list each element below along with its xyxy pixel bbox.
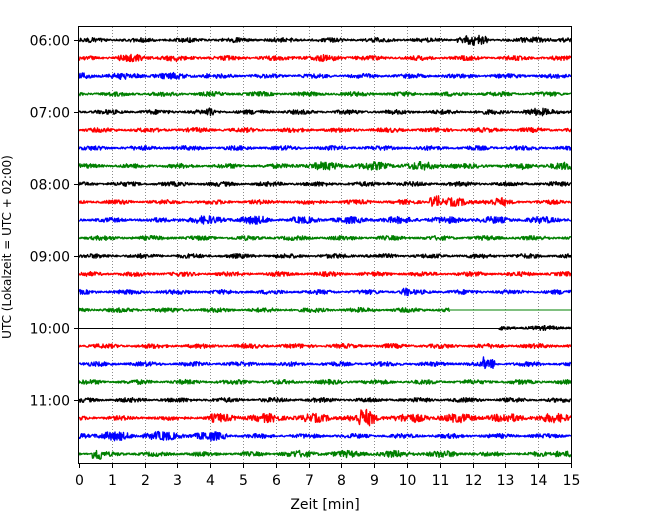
trace-row-1030 [78, 356, 572, 370]
x-tick-label: 8 [337, 473, 346, 489]
trace-row-0915 [78, 271, 572, 277]
x-tick-label: 0 [75, 473, 84, 489]
trace-row-0815 [78, 195, 572, 207]
trace-row-0945 [78, 306, 451, 313]
y-tick-label: 10:00 [30, 322, 70, 338]
seismic-traces [78, 34, 572, 460]
x-tick-label: 9 [370, 473, 379, 489]
y-tick-label: 06:00 [30, 34, 70, 50]
trace-row-0715 [78, 126, 572, 134]
trace-row-1100 [78, 397, 572, 403]
y-tick-label: 07:00 [30, 106, 70, 122]
y-tick-label: 11:00 [30, 394, 70, 410]
x-tick-label: 12 [465, 473, 483, 489]
x-tick-label: 4 [206, 473, 215, 489]
trace-row-0930 [78, 287, 572, 297]
trace-row-0845 [78, 235, 572, 242]
x-tick-label: 6 [272, 473, 281, 489]
x-tick-label: 7 [305, 473, 314, 489]
trace-row-1145 [78, 449, 572, 460]
trace-row-0615 [78, 53, 572, 63]
trace-row-1045 [78, 378, 572, 386]
trace-row-0630 [78, 71, 572, 80]
x-tick-label: 3 [173, 473, 182, 489]
trace-row-0900 [78, 253, 572, 259]
x-tick-label: 11 [432, 473, 450, 489]
x-tick-label: 1 [108, 473, 117, 489]
trace-row-0800 [78, 180, 572, 187]
trace-row-1115 [78, 408, 572, 427]
y-tick-label: 08:00 [30, 178, 70, 194]
trace-row-0745 [78, 161, 572, 171]
x-axis-ticks: 0 1 2 3 4 5 6 7 8 9 10 11 12 13 14 15 [75, 463, 580, 489]
trace-row-1130 [78, 430, 572, 442]
trace-row-0730 [78, 144, 572, 152]
trace-row-0830 [78, 215, 572, 225]
plot-frame [78, 26, 572, 464]
x-tick-label: 14 [530, 473, 548, 489]
x-tick-label: 2 [141, 473, 150, 489]
x-tick-label: 5 [239, 473, 248, 489]
y-tick-label: 09:00 [30, 250, 70, 266]
x-tick-label: 13 [497, 473, 515, 489]
vertical-grid [112, 27, 539, 463]
y-axis-label: UTC (Lokalzeit = UTC + 02:00) [0, 155, 14, 339]
y-axis-ticks: 06:00 07:00 08:00 09:00 10:00 11:00 [30, 34, 571, 410]
x-axis-label: Zeit [min] [290, 497, 359, 513]
trace-row-0645 [78, 91, 572, 97]
trace-row-1015 [78, 343, 572, 349]
x-tick-label: 15 [563, 473, 581, 489]
x-tick-label: 10 [399, 473, 417, 489]
trace-row-0600 [78, 34, 572, 46]
trace-row-0700 [78, 107, 572, 117]
